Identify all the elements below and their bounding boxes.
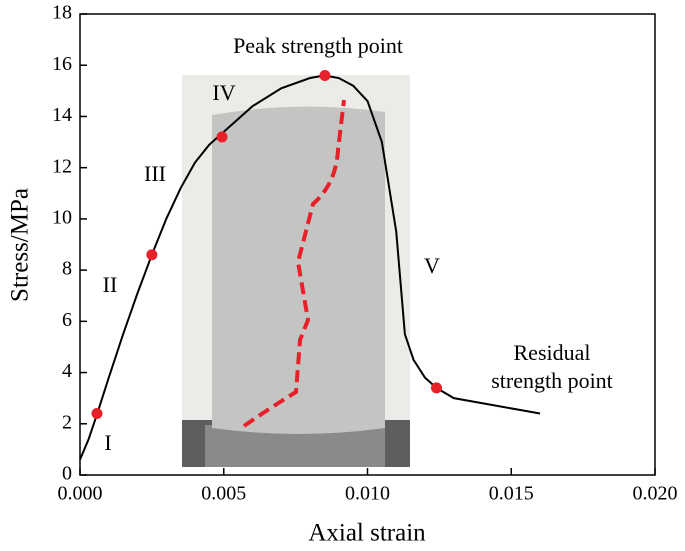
stress-strain-curve — [79, 74, 541, 461]
annotation: III — [144, 161, 166, 186]
x-tick-label: 0.010 — [345, 483, 390, 505]
key-point — [431, 382, 442, 394]
annotation: I — [104, 430, 111, 455]
y-tick-label: 16 — [52, 53, 72, 75]
key-point — [146, 249, 158, 261]
specimen-photo — [182, 75, 410, 467]
y-tick-label: 6 — [62, 309, 72, 331]
key-point — [216, 131, 228, 143]
y-tick-label: 0 — [62, 463, 72, 485]
y-tick-label: 8 — [62, 258, 72, 280]
crack-trace — [242, 99, 346, 428]
annotation: Peak strength point — [233, 33, 403, 58]
y-tick-label: 10 — [52, 206, 72, 228]
key-point — [91, 408, 103, 420]
x-tick-label: 0.005 — [201, 483, 246, 505]
annotation: strength point — [491, 368, 613, 393]
annotation: V — [424, 253, 440, 278]
y-tick-label: 4 — [62, 360, 72, 382]
annotation: IV — [212, 80, 235, 105]
y-tick-label: 12 — [52, 155, 72, 177]
y-axis-label: Stress/MPa — [7, 188, 34, 302]
x-tick-label: 0.015 — [489, 483, 534, 505]
y-tick-label: 2 — [62, 411, 72, 433]
x-axis-label: Axial strain — [308, 520, 426, 547]
annotation: II — [103, 272, 118, 297]
x-tick-label: 0.000 — [58, 483, 103, 505]
y-tick-label: 14 — [52, 104, 72, 126]
annotation: Residual — [514, 340, 591, 365]
key-point — [319, 69, 331, 81]
y-tick-label: 18 — [52, 2, 72, 24]
x-tick-label: 0.020 — [633, 483, 678, 505]
